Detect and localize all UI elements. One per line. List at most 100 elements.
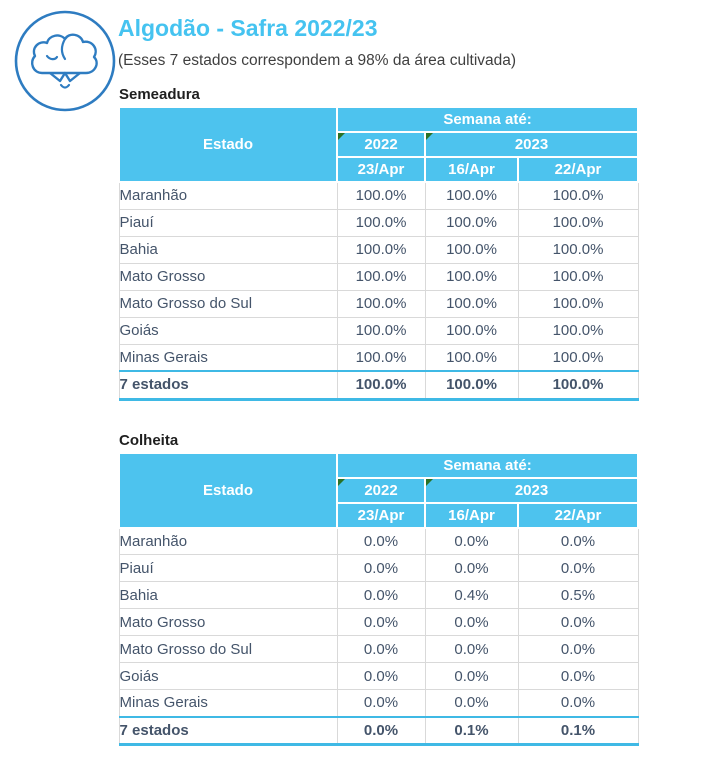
value-cell: 0.5% [517, 581, 639, 609]
value-cell: 100.0% [517, 262, 639, 291]
table-row-maranhao: Maranhão 0.0% 0.0% 0.0% [118, 527, 639, 555]
column-header-date-2022: 23/Apr [336, 501, 426, 529]
value-cell: 0.0% [336, 554, 426, 582]
value-cell: 0.0% [336, 689, 426, 717]
semeadura-table: Estado Semana até: 2022 2023 23/Apr 16/A… [118, 106, 639, 401]
value-cell: 100.0% [424, 316, 519, 345]
value-cell: 0.0% [336, 581, 426, 609]
value-cell: 100.0% [336, 316, 426, 345]
value-cell: 100.0% [336, 262, 426, 291]
value-cell: 100.0% [517, 208, 639, 237]
value-cell: 0.0% [336, 662, 426, 690]
section-label-semeadura: Semeadura [119, 86, 200, 103]
table-row-minas-gerais: Minas Gerais 0.0% 0.0% 0.0% [118, 689, 639, 717]
column-header-date-2022: 23/Apr [336, 156, 426, 183]
section-label-colheita: Colheita [119, 431, 179, 449]
table-row-bahia: Bahia 0.0% 0.4% 0.5% [118, 581, 639, 609]
value-cell: 100.0% [424, 235, 519, 264]
value-cell: 0.0% [424, 689, 519, 717]
page-title: Algodão - Safra 2022/23 [118, 15, 378, 41]
column-header-date-2023a: 16/Apr [424, 156, 519, 183]
column-header-date-2023b: 22/Apr [517, 156, 639, 183]
value-cell: 0.0% [517, 554, 639, 582]
column-header-estado: Estado [118, 451, 338, 529]
state-name: Maranhão [118, 527, 338, 555]
value-cell: 100.0% [517, 181, 639, 210]
value-cell: 0.0% [424, 554, 519, 582]
table-row-bahia: Bahia 100.0% 100.0% 100.0% [118, 235, 639, 264]
state-name: Maranhão [118, 181, 338, 210]
value-cell: 0.0% [517, 662, 639, 690]
total-value: 0.0% [336, 715, 426, 746]
column-header-year-2023: 2023 [424, 131, 639, 158]
column-header-estado: Estado [118, 106, 338, 183]
table-row-goias: Goiás 100.0% 100.0% 100.0% [118, 316, 639, 345]
state-name: Mato Grosso do Sul [118, 635, 338, 663]
total-value: 100.0% [517, 370, 639, 401]
value-cell: 100.0% [517, 235, 639, 264]
state-name: Piauí [118, 208, 338, 237]
value-cell: 0.0% [424, 608, 519, 636]
column-header-semana-ate: Semana até: [336, 451, 639, 479]
total-value: 0.1% [517, 715, 639, 746]
total-value: 100.0% [336, 370, 426, 401]
value-cell: 0.0% [424, 527, 519, 555]
colheita-table: Estado Semana até: 2022 2023 23/Apr 16/A… [118, 451, 639, 746]
total-row: 7 estados 0.0% 0.1% 0.1% [118, 715, 639, 746]
table-row-mato-grosso: Mato Grosso 0.0% 0.0% 0.0% [118, 608, 639, 636]
value-cell: 100.0% [424, 208, 519, 237]
value-cell: 100.0% [336, 343, 426, 372]
value-cell: 100.0% [424, 262, 519, 291]
state-name: Bahia [118, 235, 338, 264]
state-name: Goiás [118, 316, 338, 345]
value-cell: 100.0% [336, 208, 426, 237]
total-value: 100.0% [424, 370, 519, 401]
value-cell: 100.0% [424, 181, 519, 210]
value-cell: 0.0% [517, 527, 639, 555]
state-name: Mato Grosso [118, 262, 338, 291]
table-row-goias: Goiás 0.0% 0.0% 0.0% [118, 662, 639, 690]
state-name: Piauí [118, 554, 338, 582]
value-cell: 0.0% [517, 689, 639, 717]
value-cell: 0.0% [517, 635, 639, 663]
column-header-date-2023b: 22/Apr [517, 501, 639, 529]
column-header-year-2023: 2023 [424, 476, 639, 504]
value-cell: 100.0% [424, 343, 519, 372]
table-row-mato-grosso: Mato Grosso 100.0% 100.0% 100.0% [118, 262, 639, 291]
table-row-mato-grosso-do-sul: Mato Grosso do Sul 0.0% 0.0% 0.0% [118, 635, 639, 663]
value-cell: 0.0% [424, 635, 519, 663]
value-cell: 100.0% [336, 289, 426, 318]
state-name: Minas Gerais [118, 343, 338, 372]
value-cell: 0.0% [336, 635, 426, 663]
value-cell: 100.0% [336, 235, 426, 264]
column-header-date-2023a: 16/Apr [424, 501, 519, 529]
value-cell: 0.0% [336, 608, 426, 636]
state-name: Goiás [118, 662, 338, 690]
state-name: Mato Grosso do Sul [118, 289, 338, 318]
table-row-maranhao: Maranhão 100.0% 100.0% 100.0% [118, 181, 639, 210]
value-cell: 0.0% [517, 608, 639, 636]
cotton-icon [12, 8, 118, 114]
table-row-minas-gerais: Minas Gerais 100.0% 100.0% 100.0% [118, 343, 639, 372]
state-name: Minas Gerais [118, 689, 338, 717]
column-header-year-2022: 2022 [336, 476, 426, 504]
table-row-piaui: Piauí 100.0% 100.0% 100.0% [118, 208, 639, 237]
total-row: 7 estados 100.0% 100.0% 100.0% [118, 370, 639, 401]
total-label: 7 estados [118, 370, 338, 401]
table-row-piaui: Piauí 0.0% 0.0% 0.0% [118, 554, 639, 582]
value-cell: 100.0% [517, 343, 639, 372]
page-subtitle: (Esses 7 estados correspondem a 98% da á… [118, 52, 517, 69]
value-cell: 100.0% [517, 289, 639, 318]
state-name: Mato Grosso [118, 608, 338, 636]
column-header-semana-ate: Semana até: [336, 106, 639, 133]
column-header-year-2022: 2022 [336, 131, 426, 158]
table-row-mato-grosso-do-sul: Mato Grosso do Sul 100.0% 100.0% 100.0% [118, 289, 639, 318]
value-cell: 100.0% [517, 316, 639, 345]
value-cell: 100.0% [424, 289, 519, 318]
total-value: 0.1% [424, 715, 519, 746]
state-name: Bahia [118, 581, 338, 609]
value-cell: 0.4% [424, 581, 519, 609]
total-label: 7 estados [118, 715, 338, 746]
value-cell: 0.0% [336, 527, 426, 555]
